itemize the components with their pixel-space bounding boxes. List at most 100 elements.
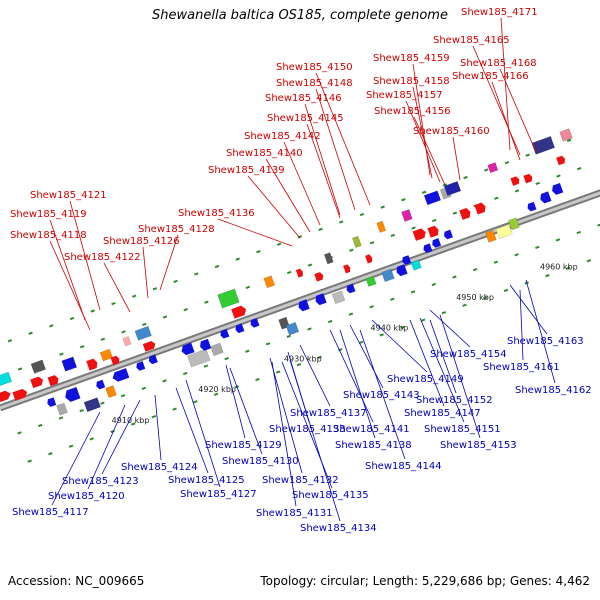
gene-feature (487, 162, 499, 174)
gene-arrow-forward (142, 341, 156, 352)
gene-label-bottom: Shew185_4163 (507, 336, 584, 347)
tick-dash (390, 233, 396, 237)
gene-arrow-forward (30, 376, 44, 389)
gene-label-top: Shew185_4150 (276, 62, 353, 73)
gene-labels: Shew185_4171 Shew185_4165 Shew185_4168 Shew… (10, 7, 592, 534)
gene-label-bottom: Shew185_4135 (292, 490, 369, 501)
gene-feature (142, 341, 156, 352)
gene-label-top: Shew185_4126 (103, 236, 180, 247)
gene-feature (444, 229, 453, 240)
tick-dash (463, 175, 468, 180)
gene-label-top: Shew185_4136 (178, 208, 255, 219)
gene-arrow-reverse (527, 201, 537, 212)
gene-arrow-reverse (402, 255, 412, 265)
tick-dash (245, 285, 251, 289)
tick-dash (276, 242, 282, 246)
leader-line (429, 319, 457, 394)
gene-label-bottom: Shew185_4127 (180, 489, 257, 500)
leader-line (413, 116, 446, 186)
gene-box (285, 322, 300, 336)
leader-line (371, 319, 428, 373)
gene-arrow-forward (365, 254, 373, 264)
gene-feature (217, 288, 240, 309)
gene-feature (47, 375, 59, 387)
gene-feature (99, 348, 113, 362)
gene-feature (200, 338, 212, 351)
tick-dash (452, 275, 457, 279)
gene-box (83, 397, 101, 413)
tick-dash (59, 352, 64, 356)
leader-line (271, 361, 297, 507)
tick-dash (462, 303, 467, 307)
tick-dash (576, 166, 582, 171)
leader-line (472, 45, 521, 156)
gene-arrow-reverse (298, 299, 310, 312)
leader-line (51, 411, 101, 506)
tick-dash (79, 408, 84, 413)
tick-dash (400, 325, 405, 330)
tick-dash (411, 226, 416, 230)
tick-dash (245, 349, 250, 353)
tick-dash (68, 444, 74, 448)
gene-feature (495, 224, 513, 240)
tick-dash (172, 407, 177, 411)
tick-dash (348, 312, 354, 316)
tick-dash (28, 331, 33, 335)
gene-arrow-forward (427, 225, 439, 238)
gene-label-bottom: Shew185_4133 (269, 424, 346, 435)
gene-box (217, 288, 240, 309)
gene-feature (365, 254, 373, 264)
tick-dash (204, 300, 209, 304)
gene-box (134, 325, 152, 341)
gene-label-top: Shew185_4165 (433, 35, 510, 46)
gene-label-top: Shew185_4146 (265, 93, 342, 104)
gene-feature (474, 202, 486, 215)
gene-label-top: Shew185_4139 (208, 165, 285, 176)
gene-label-bottom: Shew185_4125 (168, 475, 245, 486)
leader-line (159, 234, 179, 291)
leader-line (269, 357, 303, 474)
tick-dash (38, 423, 43, 428)
gene-label-bottom: Shew185_4134 (300, 523, 377, 534)
gene-arrow-forward (314, 272, 324, 282)
gene-box (56, 402, 68, 416)
leader-line (281, 361, 333, 489)
gene-label-bottom: Shew185_4117 (12, 507, 89, 518)
tick-dash (120, 394, 126, 398)
tick-dash (297, 235, 303, 239)
gene-feature (523, 173, 533, 184)
tick-dash (566, 138, 572, 142)
leader-line (175, 387, 209, 474)
kbp-label: 4910 kbp (112, 416, 150, 425)
gene-label-bottom: Shew185_4124 (121, 462, 198, 473)
gene-label-top: Shew185_4160 (413, 126, 490, 137)
tick-dash (379, 333, 384, 337)
gene-feature (527, 201, 537, 212)
tick-dash (339, 220, 344, 224)
gene-arrow-forward (12, 388, 28, 401)
leader-line (225, 364, 246, 439)
tick-dash (142, 322, 147, 327)
tick-dash (504, 160, 510, 165)
kbp-label: 4930 kbp (284, 354, 322, 363)
gene-arrow-reverse (47, 397, 57, 407)
gene-label-bottom: Shew185_4120 (48, 491, 125, 502)
gene-feature (552, 182, 564, 195)
gene-box (381, 268, 395, 283)
leader-line (405, 100, 441, 183)
leader-line (315, 72, 371, 206)
tick-dash (369, 305, 374, 309)
gene-box (531, 136, 556, 155)
gene-label-top: Shew185_4148 (276, 78, 353, 89)
gene-label-top: Shew185_4159 (373, 53, 450, 64)
gene-feature (508, 217, 520, 231)
gene-feature (105, 385, 117, 398)
gene-label-bottom: Shew185_4162 (515, 385, 592, 396)
kbp-label: 4920 kbp (198, 385, 236, 394)
tick-dash (452, 211, 458, 215)
tick-dash (48, 452, 53, 456)
tick-dash (111, 301, 116, 306)
tick-dash (503, 288, 509, 293)
gene-label-bottom: Shew185_4152 (416, 395, 493, 406)
gene-box (410, 259, 422, 271)
